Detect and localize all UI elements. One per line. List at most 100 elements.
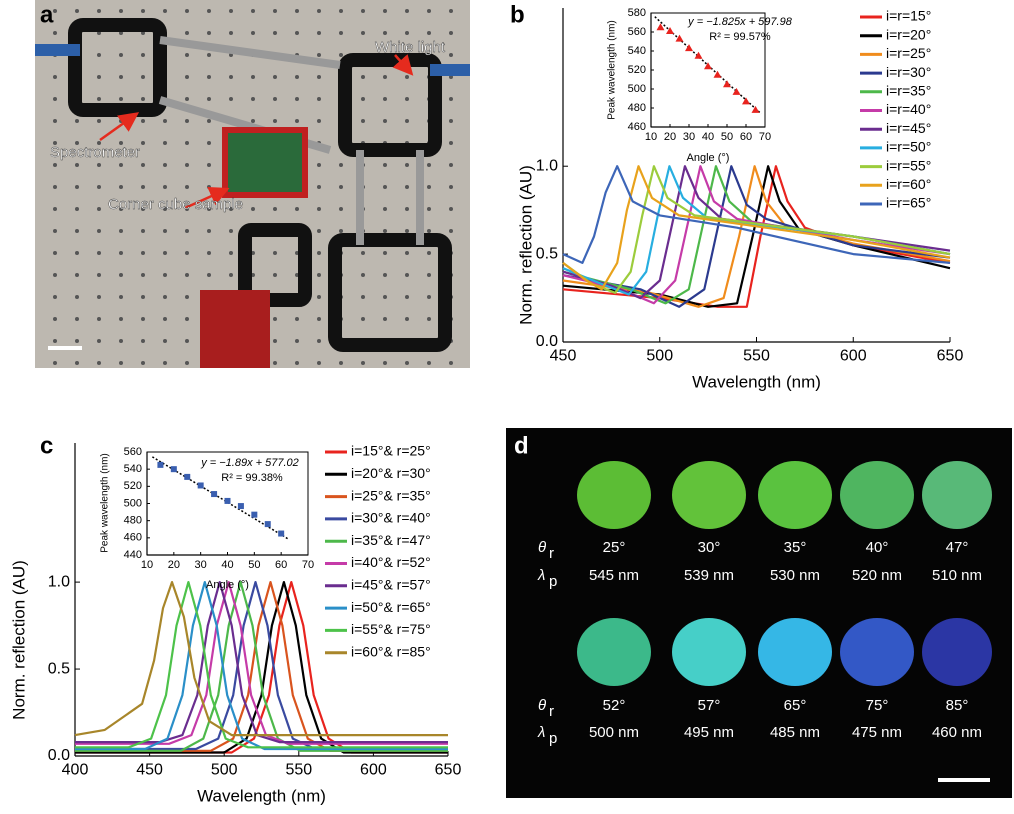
y-tick-label: 440 [124, 549, 142, 561]
fit-equation: y = −1.89x + 577.02 [200, 457, 299, 469]
spectrum-line [562, 165, 951, 291]
x-tick-label: 20 [664, 131, 676, 143]
data-point [685, 44, 693, 52]
x-tick-label: 450 [550, 348, 577, 365]
angle-label: 25° [603, 539, 626, 556]
legend-label: i=r=60° [886, 176, 931, 192]
angle-label: 57° [698, 697, 721, 714]
panel-label: c [40, 432, 53, 459]
chart: 450 500 550 600 650 0.0 0.5 1.0 Wavelength (nm) N… [510, 1, 963, 391]
data-point [224, 497, 231, 504]
data-point [713, 70, 722, 78]
wavelength-label: 530 nm [770, 567, 820, 584]
y-tick-label: 500 [124, 497, 142, 509]
legend-label: i=45°& r=57° [351, 577, 431, 593]
x-tick-label: 600 [360, 762, 387, 779]
data-point [184, 473, 191, 480]
data-point [675, 34, 684, 42]
panel-label: b [510, 1, 525, 28]
x-tick-label: 30 [195, 559, 207, 571]
legend-label: i=r=30° [886, 64, 931, 80]
photo-annotation: Corner cube sample [108, 196, 243, 213]
row-symbol: θ [538, 697, 546, 714]
row-symbol-sub: p [549, 730, 557, 747]
y-axis-label: Peak wavelength (nm) [607, 20, 618, 120]
x-tick-label: 500 [646, 348, 673, 365]
panel-label: a [40, 1, 54, 28]
legend-label: i=r=25° [886, 45, 931, 61]
legend-label: i=r=35° [886, 83, 931, 99]
x-tick-label: 60 [275, 559, 287, 571]
fit-r2: R² = 99.57% [709, 31, 771, 43]
sample [222, 127, 308, 198]
y-tick-label: 560 [628, 26, 646, 38]
y-axis-label: Peak wavelength (nm) [100, 453, 111, 553]
x-tick-label: 600 [840, 348, 867, 365]
x-tick-label: 70 [759, 131, 771, 143]
y-axis-label: Norm. reflection (AU) [9, 560, 28, 720]
wavelength-label: 485 nm [770, 724, 820, 741]
x-tick-label: 400 [62, 762, 89, 779]
spectrum-line [562, 165, 951, 264]
wavelength-label: 539 nm [684, 567, 734, 584]
y-tick-label: 560 [124, 446, 142, 458]
fit-equation: y = −1.825x + 597.98 [687, 16, 793, 28]
x-tick-label: 450 [136, 762, 163, 779]
spectrum-line [75, 581, 448, 749]
angle-label: 47° [946, 539, 969, 556]
y-tick-label: 1.0 [536, 157, 558, 174]
chart: 400 450 500 550 600 650 0.0 0.5 1.0 Wavelength (n… [9, 432, 461, 805]
legend-label: i=r=65° [886, 195, 931, 211]
wavelength-label: 500 nm [589, 724, 639, 741]
spectrum-line [74, 581, 448, 737]
photo-annotation: White light [375, 39, 446, 56]
data-point [656, 23, 665, 31]
y-axis-label: Norm. reflection (AU) [516, 165, 535, 325]
legend-label: i=30°& r=40° [351, 510, 431, 526]
wavelength-label: 475 nm [852, 724, 902, 741]
x-axis-label: Wavelength (nm) [692, 372, 821, 391]
angle-label: 85° [946, 697, 969, 714]
chart: 10 20 30 40 50 60 70 460 480 500 520 540 560 580 Angle… [607, 7, 793, 164]
x-axis-label: Angle (°) [687, 152, 730, 164]
data-point [704, 62, 712, 70]
arrow [99, 112, 140, 142]
data-point [237, 503, 244, 510]
x-axis-label: Wavelength (nm) [197, 786, 326, 805]
photo-panel: a Spectrometer White light Corner cube s… [35, 0, 470, 368]
y-tick-label: 540 [628, 45, 646, 57]
data-point [197, 482, 204, 489]
wavelength-label: 510 nm [932, 567, 982, 584]
row-symbol: λ [537, 724, 545, 741]
x-tick-label: 30 [683, 131, 695, 143]
legend-label: i=r=15° [886, 8, 931, 24]
x-tick-label: 40 [221, 559, 233, 571]
legend-label: i=50°& r=65° [351, 599, 431, 615]
legend-label: i=40°& r=52° [351, 554, 431, 570]
x-tick-label: 650 [937, 348, 964, 365]
legend-label: i=r=50° [886, 139, 931, 155]
row-symbol: θ [538, 539, 546, 556]
spectrum-line [75, 581, 448, 751]
spots [577, 461, 992, 686]
data-point [694, 51, 703, 59]
angle-label: 30° [698, 539, 721, 556]
x-tick-label: 550 [743, 348, 770, 365]
angle-label: 35° [784, 539, 807, 556]
data-point [666, 27, 674, 35]
x-tick-label: 10 [645, 131, 657, 143]
spectrum-line [75, 581, 448, 744]
x-tick-label: 40 [702, 131, 714, 143]
data-point [264, 521, 271, 528]
angle-label: 75° [866, 697, 889, 714]
data-point [278, 530, 285, 537]
y-tick-label: 1.0 [48, 573, 70, 590]
x-tick-label: 70 [302, 559, 314, 571]
data-point [251, 511, 258, 518]
wavelength-label: 495 nm [684, 724, 734, 741]
data-point [742, 97, 750, 105]
angle-label: 52° [603, 697, 626, 714]
legend-label: i=35°& r=47° [351, 532, 431, 548]
